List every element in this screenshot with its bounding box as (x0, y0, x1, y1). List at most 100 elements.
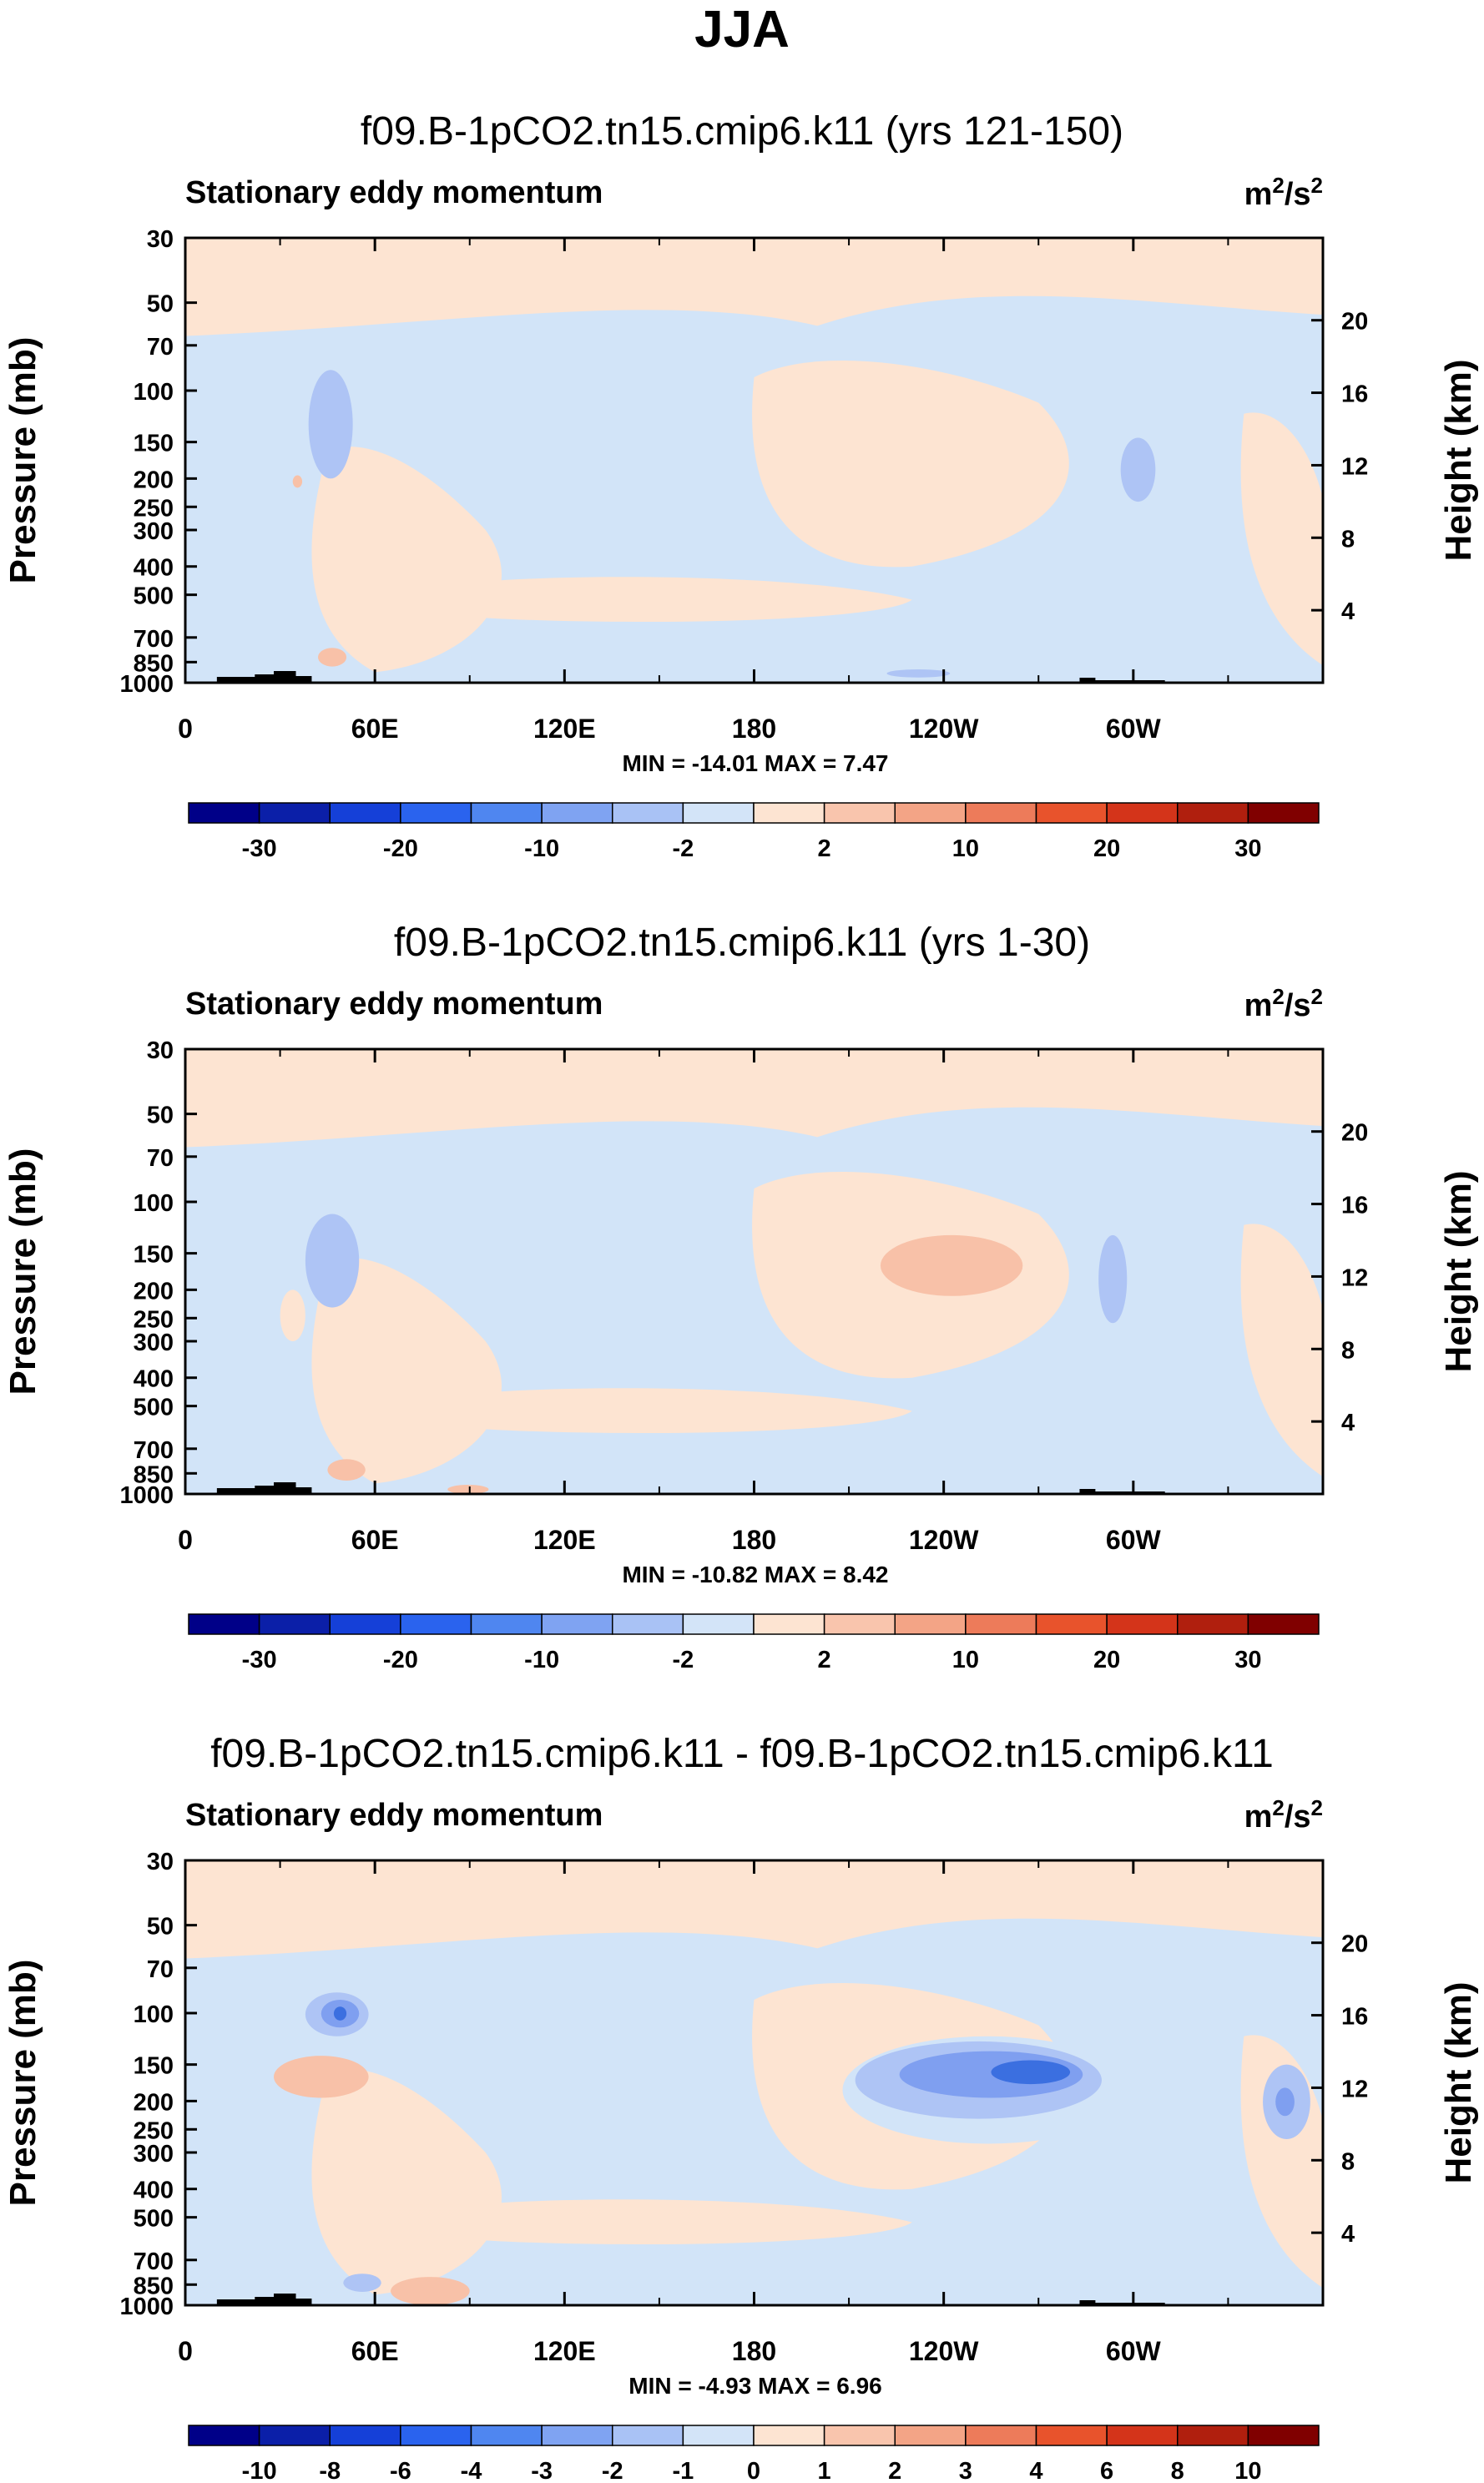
y-tick-label: 50 (147, 1103, 174, 1129)
y2-tick-label: 20 (1341, 309, 1368, 336)
field-shading-3 (311, 447, 502, 673)
y-tick-label: 400 (134, 2178, 174, 2204)
y2-tick-label: 4 (1341, 1410, 1355, 1436)
colorbar-swatch (965, 802, 1037, 824)
colorbar-swatch (188, 802, 260, 824)
colorbar-label: -20 (383, 835, 418, 862)
x-tick-label: 0 (178, 2336, 193, 2366)
colorbar-swatch (188, 2425, 260, 2446)
y-tick-label: 150 (134, 2053, 174, 2080)
colorbar-swatch (965, 1613, 1037, 1635)
colorbar-swatch (894, 802, 967, 824)
x-tick-label: 180 (732, 714, 776, 744)
y-tick-label: 250 (134, 495, 174, 522)
anomaly-region-2 (880, 1234, 1023, 1296)
colorbar-swatch (1247, 1613, 1320, 1635)
colorbar-swatch (400, 802, 472, 824)
y2-tick-label: 16 (1341, 2004, 1368, 2031)
y-tick-label: 700 (134, 2248, 174, 2275)
colorbar-swatch (823, 2425, 896, 2446)
anomaly-region-8 (991, 2060, 1071, 2085)
colorbar-swatch (612, 802, 684, 824)
y-tick-label: 70 (147, 1956, 174, 1983)
colorbar-swatch (258, 1613, 331, 1635)
colorbar-label: 10 (952, 1647, 979, 1673)
x-tick-label: 120W (909, 2336, 979, 2366)
anomaly-region-3 (333, 2006, 347, 2021)
colorbar-label: -2 (602, 2458, 623, 2483)
y-tick-label: 1000 (119, 1482, 174, 1509)
chart-panel-2: f09.B-1pCO2.tn15.cmip6.k11 (yrs 1-30) Sta… (3, 921, 1479, 1673)
colorbar-label: 10 (1234, 2458, 1261, 2483)
panel-subtitle: Stationary eddy momentum (185, 175, 603, 210)
y-tick-label: 300 (134, 518, 174, 545)
y2-tick-label: 12 (1341, 1264, 1368, 1291)
y-tick-label: 300 (134, 2141, 174, 2168)
colorbar-swatch (753, 1613, 825, 1635)
colorbar-swatch (753, 802, 825, 824)
colorbar-swatch (541, 1613, 613, 1635)
x-tick-label: 60E (351, 1525, 399, 1555)
colorbar-label: 20 (1093, 835, 1120, 862)
colorbar-swatch (753, 2425, 825, 2446)
y-tick-label: 30 (147, 226, 174, 253)
y-tick-label: 400 (134, 1366, 174, 1393)
anomaly-region-6 (280, 1289, 305, 1341)
y-tick-label: 200 (134, 467, 174, 493)
x-tick-label: 120W (909, 1525, 979, 1555)
field-shading-5 (485, 1388, 912, 1434)
colorbar-swatch (682, 802, 755, 824)
anomaly-region-5 (886, 669, 951, 678)
topography (216, 1482, 312, 1494)
colorbar-swatch (1247, 2425, 1320, 2446)
y-tick-label: 70 (147, 334, 174, 361)
y2-tick-label: 20 (1341, 1931, 1368, 1958)
y-tick-label: 500 (134, 2206, 174, 2233)
anomaly-region-5 (447, 1484, 489, 1494)
anomaly-region-12 (343, 2274, 381, 2292)
panel-title: f09.B-1pCO2.tn15.cmip6.k11 - f09.B-1pCO2… (210, 1732, 1274, 1776)
y-tick-label: 100 (134, 2001, 174, 2028)
field-shading-1 (185, 238, 1323, 336)
colorbar-swatch (1035, 1613, 1108, 1635)
colorbar-label: 10 (952, 835, 979, 862)
y-tick-label: 850 (134, 650, 174, 677)
colorbar-label: 2 (818, 835, 831, 862)
y2-axis-label: Height (km) (1438, 1982, 1479, 2184)
x-tick-label: 60W (1106, 2336, 1162, 2366)
panel-subtitle: Stationary eddy momentum (185, 987, 603, 1022)
x-tick-label: 0 (178, 1525, 193, 1555)
anomaly-region-10 (1275, 2087, 1295, 2117)
y-tick-label: 30 (147, 1037, 174, 1064)
y-tick-label: 200 (134, 2089, 174, 2116)
colorbar-swatch (1247, 802, 1320, 824)
x-tick-label: 180 (732, 2336, 776, 2366)
y-tick-label: 150 (134, 431, 174, 457)
colorbar-swatch (1177, 2425, 1249, 2446)
y-tick-label: 250 (134, 1306, 174, 1333)
y2-tick-label: 16 (1341, 1193, 1368, 1219)
colorbar-label: 8 (1171, 2458, 1184, 2483)
field-shading-5 (485, 2199, 912, 2245)
colorbar-label: -10 (242, 2458, 277, 2483)
anomaly-region-4 (292, 475, 303, 488)
y-tick-label: 850 (134, 1461, 174, 1488)
colorbar-swatch (329, 1613, 401, 1635)
colorbar-label: -20 (383, 1647, 418, 1673)
colorbar-swatch (894, 2425, 967, 2446)
colorbar-label: -30 (242, 1647, 277, 1673)
colorbar-swatch (612, 2425, 684, 2446)
topography (216, 671, 312, 683)
panel-title: f09.B-1pCO2.tn15.cmip6.k11 (yrs 121-150) (361, 109, 1123, 154)
colorbar-swatch (612, 1613, 684, 1635)
colorbar-label: 4 (1029, 2458, 1042, 2483)
x-tick-label: 60W (1106, 714, 1162, 744)
y-axis-label: Pressure (mb) (3, 1960, 43, 2207)
y2-tick-label: 4 (1341, 2221, 1355, 2248)
colorbar-label: -2 (672, 1647, 694, 1673)
topography (216, 2294, 312, 2305)
colorbar-label: -3 (531, 2458, 553, 2483)
colorbar-swatch (188, 1613, 260, 1635)
y-tick-label: 100 (134, 379, 174, 406)
contour-field (185, 1860, 1323, 2305)
